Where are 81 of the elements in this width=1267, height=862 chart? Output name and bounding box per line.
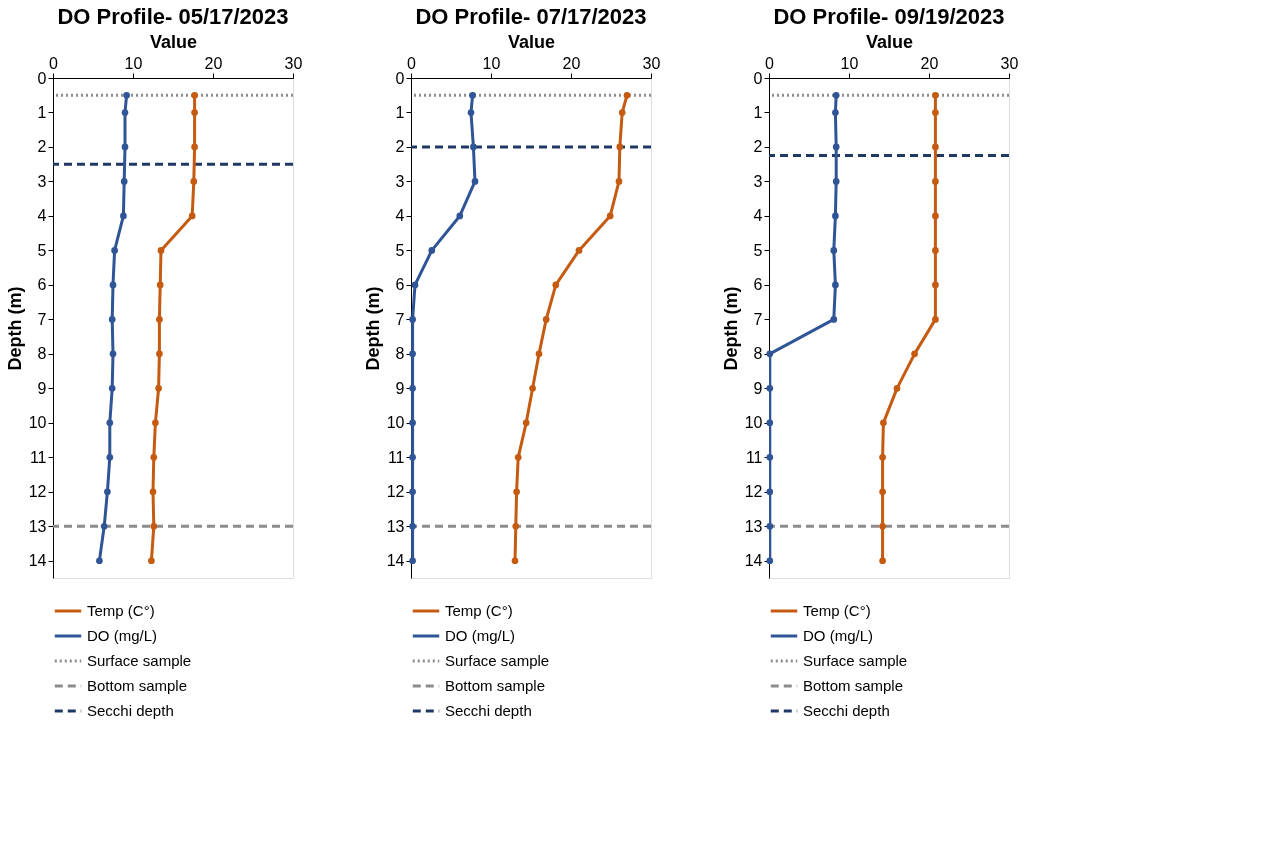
y-tick-label: 10 xyxy=(744,414,763,432)
y-tick-label: 1 xyxy=(395,103,405,121)
y-tick-label: 9 xyxy=(753,379,763,397)
y-tick-label: 9 xyxy=(395,379,405,397)
y-tick-label: 10 xyxy=(386,414,405,432)
y-tick-label: 3 xyxy=(395,172,405,190)
y-tick-label: 7 xyxy=(37,310,47,328)
y-tick-label: 0 xyxy=(395,69,405,87)
y-tick-label: 13 xyxy=(28,517,47,535)
legend-label: Bottom sample xyxy=(445,677,546,694)
y-tick-label: 3 xyxy=(753,172,763,190)
legend-label: Secchi depth xyxy=(803,702,890,719)
legend-label: DO (mg/L) xyxy=(87,627,158,644)
y-tick-label: 11 xyxy=(745,448,763,466)
x-tick-label: 20 xyxy=(562,54,581,72)
y-tick-label: 13 xyxy=(744,517,763,535)
chart-title: DO Profile- 05/17/2023 xyxy=(57,4,289,29)
legend-label: Temp (C°) xyxy=(803,602,871,619)
y-tick-label: 13 xyxy=(386,517,405,535)
y-tick-label: 12 xyxy=(744,483,763,501)
y-tick-label: 2 xyxy=(37,138,47,156)
y-tick-label: 3 xyxy=(37,172,47,190)
y-tick-label: 2 xyxy=(395,138,405,156)
x-tick-label: 30 xyxy=(284,54,303,72)
y-tick-label: 12 xyxy=(386,483,405,501)
legend-label: Surface sample xyxy=(87,652,192,669)
chart-title: DO Profile- 09/19/2023 xyxy=(773,4,1005,29)
y-tick-label: 11 xyxy=(29,448,47,466)
y-tick-label: 11 xyxy=(387,448,405,466)
x-tick-label: 30 xyxy=(1000,54,1019,72)
legend-label: Temp (C°) xyxy=(445,602,513,619)
y-axis-title: Depth (m) xyxy=(720,286,741,371)
y-tick-label: 5 xyxy=(37,241,47,259)
y-tick-label: 0 xyxy=(37,69,47,87)
x-axis-title: Value xyxy=(507,31,556,52)
y-tick-label: 6 xyxy=(37,276,47,294)
y-tick-label: 4 xyxy=(37,207,47,225)
y-tick-label: 8 xyxy=(37,345,47,363)
y-tick-label: 7 xyxy=(395,310,405,328)
x-tick-label: 10 xyxy=(840,54,859,72)
y-tick-label: 5 xyxy=(395,241,405,259)
y-tick-label: 1 xyxy=(37,103,47,121)
x-tick-label: 0 xyxy=(49,54,59,72)
x-tick-label: 10 xyxy=(482,54,501,72)
y-tick-label: 4 xyxy=(753,207,763,225)
x-tick-label: 30 xyxy=(642,54,661,72)
y-tick-label: 4 xyxy=(395,207,405,225)
x-tick-label: 0 xyxy=(765,54,775,72)
y-tick-label: 0 xyxy=(753,69,763,87)
y-tick-label: 8 xyxy=(395,345,405,363)
legend-label: Secchi depth xyxy=(445,702,532,719)
y-tick-label: 14 xyxy=(28,552,47,570)
legend-label: Bottom sample xyxy=(803,677,904,694)
x-tick-label: 20 xyxy=(920,54,939,72)
y-tick-label: 12 xyxy=(28,483,47,501)
chart-title: DO Profile- 07/17/2023 xyxy=(415,4,647,29)
legend-label: Temp (C°) xyxy=(87,602,155,619)
y-tick-label: 7 xyxy=(753,310,763,328)
y-tick-label: 14 xyxy=(744,552,763,570)
legend-label: Surface sample xyxy=(445,652,550,669)
x-axis-title: Value xyxy=(865,31,914,52)
x-tick-label: 10 xyxy=(124,54,143,72)
y-tick-label: 14 xyxy=(386,552,405,570)
y-tick-label: 6 xyxy=(753,276,763,294)
y-axis-title: Depth (m) xyxy=(362,286,383,371)
y-tick-label: 5 xyxy=(753,241,763,259)
x-tick-label: 20 xyxy=(204,54,223,72)
y-tick-label: 8 xyxy=(753,345,763,363)
y-tick-label: 2 xyxy=(753,138,763,156)
y-tick-label: 1 xyxy=(753,103,763,121)
legend-label: DO (mg/L) xyxy=(445,627,516,644)
legend-label: Surface sample xyxy=(803,652,908,669)
x-axis-title: Value xyxy=(149,31,198,52)
y-axis-title: Depth (m) xyxy=(4,286,25,371)
legend-label: Secchi depth xyxy=(87,702,174,719)
legend-label: DO (mg/L) xyxy=(803,627,874,644)
y-tick-label: 10 xyxy=(28,414,47,432)
x-tick-label: 0 xyxy=(407,54,417,72)
legend-label: Bottom sample xyxy=(87,677,188,694)
y-tick-label: 9 xyxy=(37,379,47,397)
y-tick-label: 6 xyxy=(395,276,405,294)
